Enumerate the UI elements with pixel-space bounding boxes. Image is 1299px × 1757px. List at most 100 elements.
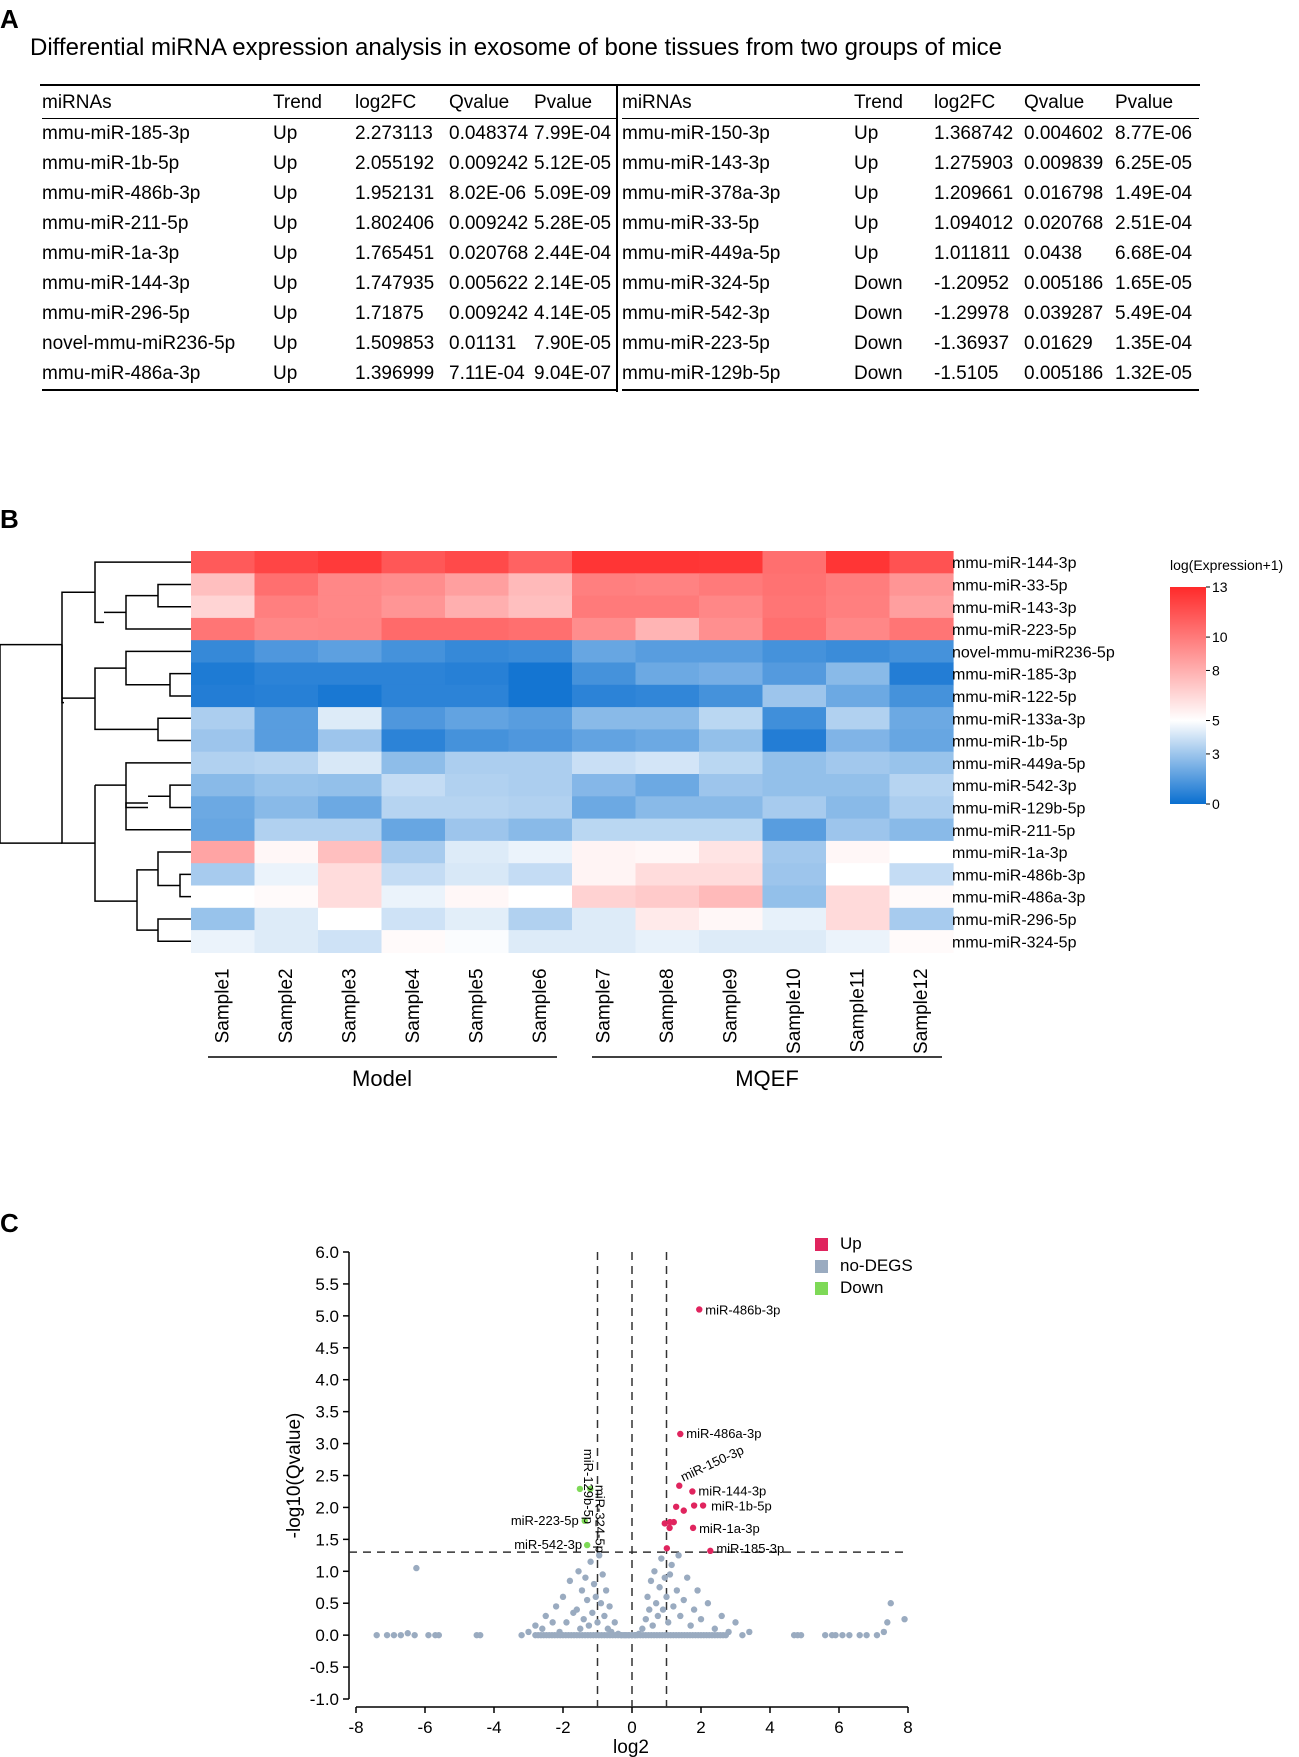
heatmap-cell: [381, 751, 446, 775]
dendrogram-branch: [136, 869, 158, 931]
heatmap-cell: [699, 796, 764, 820]
heatmap-cell: [381, 818, 446, 842]
heatmap-cell: [191, 551, 256, 574]
pvalue-cell: 1.49E-04: [1115, 183, 1193, 204]
colorbar-title: log(Expression+1): [1170, 557, 1283, 573]
heatmap-column-label: Sample8: [657, 968, 678, 1043]
qvalue-cell: 0.048374: [449, 123, 529, 144]
heatmap-cell: [635, 818, 700, 842]
legend-label: no-DEGS: [840, 1256, 913, 1275]
no-degs-point: [873, 1631, 881, 1639]
heatmap-cell: [635, 729, 700, 753]
heatmap-cell: [508, 729, 573, 753]
no-degs-point: [863, 1631, 870, 1639]
volcano-plot: -1.0 -0.5 0.0 0.5 1.0 1.5 2.0 2.5 3.0 3.5 4.0 4.5 5.…: [284, 1234, 913, 1757]
heatmap-cell: [572, 840, 637, 864]
no-degs-point: [649, 1622, 656, 1629]
heatmap-cell: [826, 930, 891, 953]
y-tick-label: 5.5: [315, 1275, 339, 1294]
no-degs-point: [518, 1631, 525, 1639]
heatmap-cell: [635, 662, 700, 686]
no-degs-point: [646, 1606, 653, 1613]
table-row: mmu-miR-223-5p Down -1.36937 0.01629 1.35E-0…: [622, 329, 1199, 359]
heatmap-cell: [508, 907, 573, 931]
table-row: mmu-miR-296-5p Up 1.71875 0.009242 4.14E-05: [42, 299, 618, 329]
heatmap-cell: [318, 774, 383, 797]
heatmap-cell: [699, 840, 764, 864]
no-degs-point: [602, 1587, 610, 1594]
heatmap-cell: [191, 863, 256, 887]
heatmap-cell: [572, 707, 637, 730]
heatmap-cell: [572, 774, 637, 797]
heatmap-cell: [699, 684, 764, 708]
table-row: mmu-miR-129b-5p Down -1.5105 0.005186 1.32E-…: [622, 359, 1199, 391]
heatmap-cell: [889, 818, 954, 842]
heatmap-row-label: mmu-miR-486a-3p: [952, 890, 1085, 907]
heatmap-cell: [572, 617, 637, 641]
col-header-mirnas: miRNAs: [622, 88, 854, 119]
panel-b-letter: B: [0, 504, 19, 534]
colorbar-tick-label: 10: [1212, 629, 1228, 645]
trend-cell: Up: [273, 183, 298, 204]
no-degs-point: [656, 1584, 663, 1591]
heatmap-row-label: mmu-miR-33-5p: [952, 577, 1068, 594]
y-tick-label: 6.0: [315, 1243, 339, 1262]
y-tick-label: 3.5: [315, 1403, 339, 1422]
table-row: mmu-miR-449a-5p Up 1.011811 0.0438 6.68E-04: [622, 239, 1199, 269]
x-tick-label: -6: [417, 1718, 432, 1737]
point-label: miR-185-3p: [716, 1541, 784, 1556]
colorbar-tick-label: 0: [1212, 796, 1220, 812]
heatmap-cell: [699, 863, 764, 887]
heatmap-cell: [826, 551, 891, 574]
heatmap-cell: [572, 907, 637, 931]
heatmap-column-label: Sample3: [340, 968, 361, 1043]
legend-swatch: [815, 1282, 828, 1295]
no-degs-point: [594, 1619, 601, 1626]
heatmap-cell: [826, 840, 891, 864]
y-tick-label: 1.0: [315, 1562, 339, 1581]
heatmap-cell: [445, 551, 510, 574]
no-degs-point: [580, 1615, 587, 1623]
no-degs-point: [397, 1631, 405, 1639]
col-header-trend: Trend: [273, 88, 355, 119]
no-degs-point: [532, 1622, 539, 1629]
heatmap-cell: [254, 930, 319, 953]
no-degs-point: [596, 1552, 603, 1559]
heatmap-cell: [762, 863, 827, 887]
heatmap-cell: [762, 573, 827, 597]
no-degs-point: [644, 1593, 651, 1601]
heatmap-column-label: Sample5: [467, 968, 488, 1043]
heatmap-chart: mmu-miR-144-3p mmu-miR-33-5p mmu-miR-143-3…: [0, 551, 1283, 1091]
heatmap-cell: [826, 617, 891, 641]
heatmap-cell: [508, 640, 573, 664]
heatmap-cell: [318, 573, 383, 597]
heatmap-column-label: Sample9: [721, 968, 742, 1043]
qvalue-cell: 0.01131: [449, 333, 517, 354]
heatmap-column-label: Sample1: [213, 968, 234, 1043]
dendrogram-branch: [169, 784, 191, 809]
heatmap-cell: [381, 617, 446, 641]
down-point: [583, 1541, 591, 1549]
dendrogram-branch: [179, 873, 191, 898]
log2fc-cell: 1.396999: [355, 359, 449, 391]
heatmap-cell: [889, 796, 954, 820]
heatmap-cell: [508, 840, 573, 864]
point-label: miR-150-3p: [678, 1442, 746, 1484]
no-degs-point: [654, 1612, 662, 1620]
table-row: mmu-miR-542-3p Down -1.29978 0.039287 5.49E-…: [622, 299, 1199, 329]
heatmap-cell: [699, 818, 764, 842]
no-degs-point: [542, 1612, 549, 1620]
legend-swatch: [815, 1260, 828, 1273]
heatmap-row-label: mmu-miR-296-5p: [952, 912, 1077, 929]
heatmap-row-label: mmu-miR-129b-5p: [952, 800, 1085, 817]
heatmap-cell: [635, 863, 700, 887]
no-degs-point: [677, 1612, 684, 1620]
no-degs-point: [846, 1631, 853, 1639]
heatmap-cell: [635, 640, 700, 664]
no-degs-point: [413, 1564, 420, 1572]
table-title: Differential miRNA expression analysis i…: [30, 34, 1002, 61]
heatmap-cell: [889, 774, 954, 797]
heatmap-cell: [699, 640, 764, 664]
x-tick-label: 4: [765, 1718, 774, 1737]
no-degs-point: [601, 1612, 608, 1620]
